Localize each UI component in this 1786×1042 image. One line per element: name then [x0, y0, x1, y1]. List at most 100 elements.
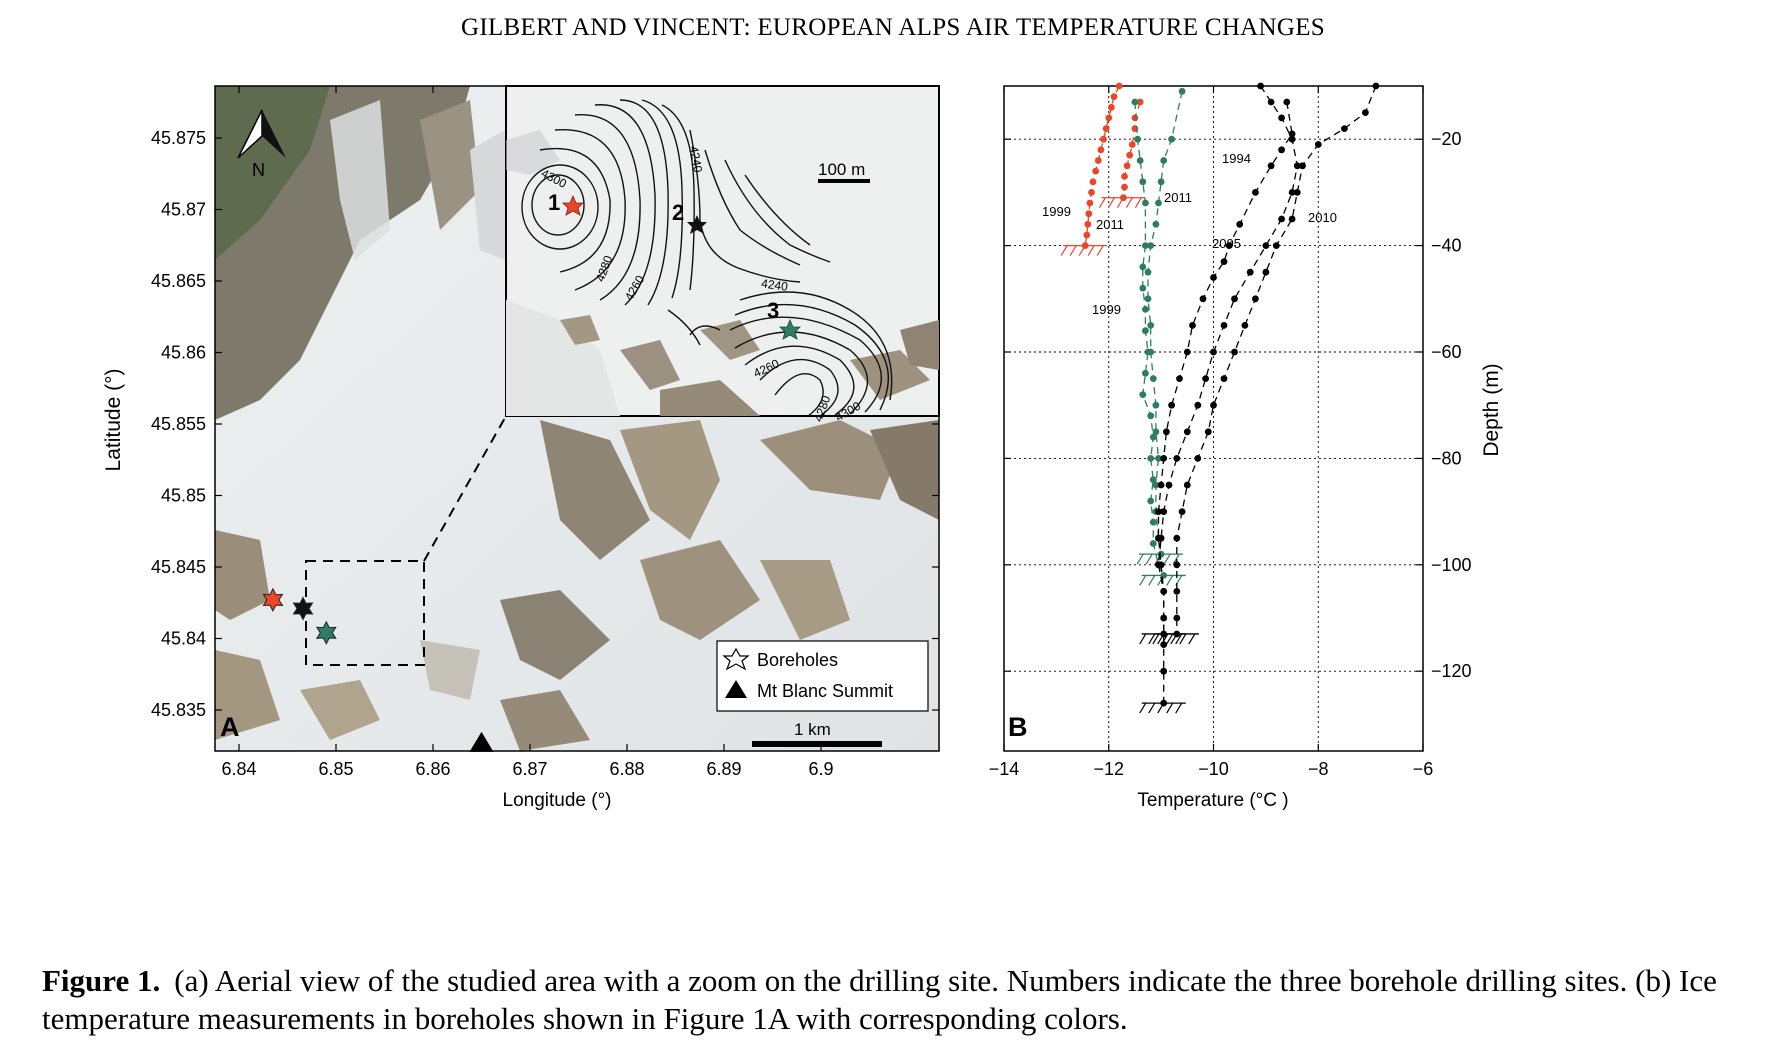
data-point	[1100, 135, 1107, 143]
chart-grid	[1004, 86, 1423, 751]
data-point	[1142, 327, 1149, 335]
data-point	[1262, 268, 1270, 276]
site-1-star-icon	[562, 194, 584, 216]
data-point	[1155, 455, 1162, 462]
data-point	[1160, 614, 1168, 622]
data-point	[1110, 93, 1118, 100]
hatch-stroke	[1116, 197, 1124, 209]
data-point	[1086, 199, 1094, 207]
series-2011	[1136, 87, 1186, 565]
data-point	[1085, 210, 1093, 218]
hatch-stroke	[1157, 702, 1165, 714]
data-point	[1241, 322, 1249, 329]
data-point	[1152, 220, 1160, 228]
data-point	[1165, 481, 1173, 489]
data-point	[1088, 189, 1095, 196]
panel-a-map: N A Boreholes Mt Blanc Summit 1 km 6.84 6…	[102, 85, 940, 811]
data-point	[1149, 433, 1157, 441]
x-tick-label: −12	[1093, 759, 1124, 779]
hatch-stroke	[1166, 575, 1174, 586]
data-point	[1168, 135, 1175, 143]
map-scale-label: 1 km	[794, 720, 831, 739]
data-point	[1139, 284, 1147, 292]
site-3-star-icon	[779, 318, 801, 340]
hatch-stroke	[1157, 633, 1165, 645]
x-tick-label: −14	[989, 759, 1020, 779]
series-label-1994: 1994	[1222, 151, 1251, 166]
site-2-label: 2	[672, 200, 684, 225]
figure-1: N A Boreholes Mt Blanc Summit 1 km 6.84 6…	[102, 82, 1503, 811]
borehole-bottom-hatch	[1060, 244, 1108, 256]
data-point	[1155, 199, 1162, 207]
data-point	[1314, 141, 1322, 148]
data-point	[1160, 157, 1168, 164]
data-point	[1220, 375, 1228, 382]
data-point	[1136, 157, 1144, 164]
hatch-stroke	[1125, 197, 1133, 209]
data-point	[1267, 98, 1275, 106]
series-label-1999: 1999	[1042, 204, 1071, 219]
data-point	[1142, 242, 1149, 250]
contour-label: 4240	[687, 145, 705, 174]
y-tick-label: −20	[1431, 129, 1462, 149]
data-point	[1278, 114, 1285, 122]
hatch-stroke	[1148, 575, 1156, 586]
map-x-tick-label: 6.86	[415, 759, 450, 779]
chart-series-labels: 1999 2011 1999 2011 1994 2005 2010	[1042, 151, 1337, 317]
summit-marker	[469, 731, 494, 752]
data-point	[1183, 481, 1191, 489]
hatch-stroke	[1134, 197, 1142, 209]
data-point	[1220, 258, 1228, 265]
data-point	[1108, 103, 1115, 111]
data-point	[1341, 125, 1348, 132]
chart-x-axis-label: Temperature (°C )	[1137, 790, 1288, 811]
data-point	[1362, 109, 1369, 116]
y-tick-label: −100	[1431, 555, 1472, 575]
map-y-tick-label: 45.87	[161, 200, 206, 220]
hatch-stroke	[1175, 702, 1183, 714]
series-1994	[1139, 98, 1296, 645]
inset-scale-label: 100 m	[818, 160, 865, 179]
data-point	[1210, 401, 1217, 409]
hatch-stroke	[1172, 553, 1180, 565]
x-tick-label: −10	[1198, 759, 1229, 779]
series-line	[1134, 101, 1165, 576]
hatch-stroke	[1136, 553, 1144, 565]
hatch-stroke	[1175, 633, 1183, 645]
y-tick-label: −60	[1431, 342, 1462, 362]
zoom-connector	[423, 415, 507, 562]
data-point	[1288, 135, 1296, 143]
data-point	[1173, 561, 1181, 569]
hatch-stroke	[1087, 245, 1095, 256]
borehole-bottom-hatch	[1098, 197, 1146, 209]
data-point	[1293, 162, 1301, 170]
map-y-tick-label: 45.865	[151, 271, 206, 291]
inset-scale-bar	[818, 179, 870, 183]
data-point	[1163, 428, 1170, 436]
hatch-stroke	[1179, 633, 1187, 645]
data-point	[1257, 82, 1264, 90]
data-point	[1199, 295, 1207, 303]
borehole-1-marker	[262, 587, 284, 612]
north-arrow-icon	[237, 109, 286, 159]
series-1999	[1131, 98, 1186, 586]
data-point	[1176, 375, 1183, 382]
star-icon	[722, 647, 750, 671]
data-point	[1278, 215, 1285, 223]
hatch-stroke	[1145, 553, 1153, 565]
data-point	[1139, 178, 1147, 186]
series-2010	[1152, 82, 1380, 645]
data-point	[1160, 588, 1168, 595]
data-point	[1231, 348, 1238, 356]
data-point	[1121, 173, 1128, 180]
series-label-2011: 2011	[1096, 217, 1124, 232]
data-point	[1160, 508, 1168, 515]
site-3-label: 3	[767, 298, 779, 323]
map-scale-bar	[752, 741, 882, 747]
series-label-1999: 1999	[1092, 302, 1121, 317]
data-point	[1252, 189, 1259, 196]
hatch-stroke	[1060, 245, 1068, 256]
data-point	[1160, 455, 1168, 462]
hatch-stroke	[1139, 702, 1147, 714]
data-point	[1152, 401, 1160, 409]
